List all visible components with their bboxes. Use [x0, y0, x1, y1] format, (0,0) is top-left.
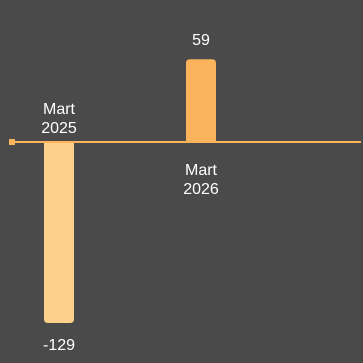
- category-label: 2025: [41, 120, 77, 137]
- labels: -129 Mart 2025 59 Mart 2026: [41, 32, 219, 354]
- value-label: 59: [192, 32, 210, 49]
- category-label: Mart: [185, 162, 218, 179]
- bar-mart-2025: [44, 142, 74, 323]
- axis-start-marker: [9, 139, 15, 145]
- category-label: 2026: [183, 181, 219, 198]
- bar-mart-2026: [186, 59, 216, 142]
- category-label: Mart: [43, 101, 76, 118]
- bars: [44, 59, 216, 323]
- value-label: -129: [43, 337, 75, 354]
